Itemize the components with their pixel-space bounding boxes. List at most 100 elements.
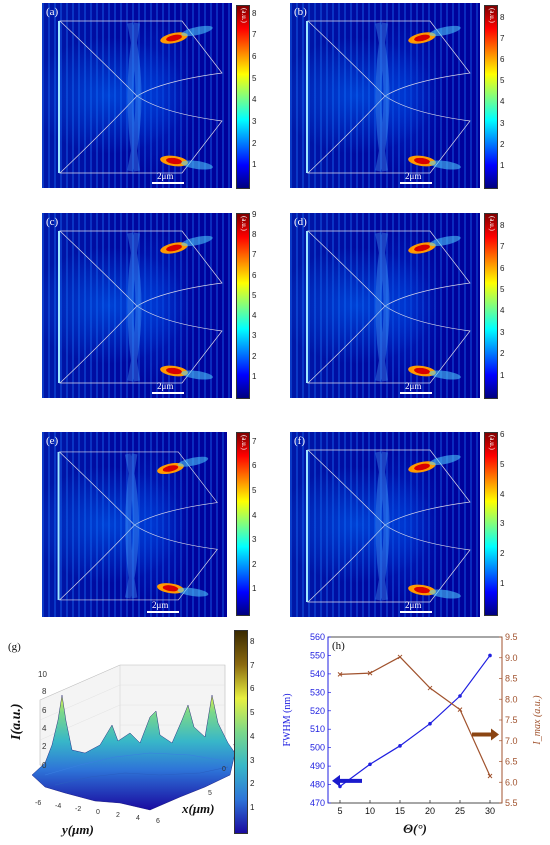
x-axis-label: Θ(°) bbox=[403, 821, 427, 836]
y-right-tick-label: 6.0 bbox=[505, 777, 518, 787]
lens-outline bbox=[58, 230, 223, 384]
scale-bar bbox=[152, 392, 184, 394]
colorbar-tick: 7 bbox=[252, 30, 257, 40]
scale-bar bbox=[147, 611, 179, 613]
data-point-imax bbox=[457, 707, 463, 712]
colorbar-unit: (a.u.) bbox=[488, 216, 496, 231]
colorbar-d: (a.u.) bbox=[484, 213, 498, 399]
y-left-axis-label: FWHM (nm) bbox=[282, 693, 293, 746]
y-left-tick-label: 500 bbox=[310, 743, 325, 753]
x-tick-label: 10 bbox=[365, 806, 375, 816]
colorbar-tick: 2 bbox=[252, 138, 257, 148]
y-left-tick-label: 490 bbox=[310, 761, 325, 771]
y-right-tick-label: 6.5 bbox=[505, 757, 518, 767]
colorbar-tick: 3 bbox=[500, 519, 505, 529]
colorbar-tick: 8 bbox=[500, 12, 505, 22]
scale-label: 2μm bbox=[405, 600, 422, 610]
colorbar-tick: 6 bbox=[500, 55, 505, 65]
colorbar-tick: 6 bbox=[252, 270, 257, 280]
colorbar-tick: 7 bbox=[500, 33, 505, 43]
y-tick: -6 bbox=[35, 800, 41, 807]
left-arrow-head bbox=[332, 774, 340, 787]
y-right-tick-label: 7.5 bbox=[505, 715, 518, 725]
chart-h: 5 10 15 20 25 3047048049050051052053054055056… bbox=[282, 632, 543, 836]
scale-label: 2μm bbox=[157, 381, 174, 391]
scale-bar bbox=[400, 611, 432, 613]
x-tick: 0 bbox=[222, 766, 226, 773]
scale-bar bbox=[400, 182, 432, 184]
y-tick: 2 bbox=[116, 812, 120, 819]
colorbar-tick: 1 bbox=[500, 579, 505, 589]
x-axis-label: x(μm) bbox=[181, 801, 215, 816]
y-axis-label: y(μm) bbox=[60, 822, 94, 837]
colorbar-tick: 1 bbox=[250, 803, 255, 813]
lens-outline bbox=[58, 20, 223, 174]
surface-plot: 0 2 4 6 8 10 I(a.u.) -6 -4 -2 0 2 4 6 y(… bbox=[8, 641, 239, 837]
data-point-fwhm bbox=[488, 653, 492, 658]
scale-label: 2μm bbox=[405, 171, 422, 181]
colorbar-tick: 3 bbox=[500, 327, 505, 337]
y-right-tick-label: 8.5 bbox=[505, 674, 518, 684]
lens-outline bbox=[57, 451, 218, 601]
lens-outline bbox=[306, 230, 471, 384]
colorbar-tick: 8 bbox=[252, 230, 257, 240]
panel-g: 0 2 4 6 8 10 I(a.u.) -6 -4 -2 0 2 4 6 y(… bbox=[0, 625, 270, 840]
colorbar-tick: 2 bbox=[252, 559, 257, 569]
data-point-imax bbox=[397, 654, 403, 660]
data-point-fwhm bbox=[368, 762, 372, 767]
colorbar-tick: 6 bbox=[500, 263, 505, 273]
colorbar-tick: 4 bbox=[252, 311, 257, 321]
colorbar-tick: 5 bbox=[500, 76, 505, 86]
field-panel-a: (a) 2μm bbox=[42, 3, 232, 188]
surface-mesh bbox=[31, 694, 236, 811]
colorbar-tick: 3 bbox=[252, 331, 257, 341]
colorbar-tick: 2 bbox=[500, 549, 505, 559]
data-point-imax bbox=[337, 671, 343, 677]
x-tick-label: 30 bbox=[485, 806, 495, 816]
colorbar-f: (a.u.) bbox=[484, 432, 498, 616]
data-point-fwhm bbox=[458, 694, 462, 698]
colorbar-c: (a.u.) bbox=[236, 213, 250, 399]
colorbar-tick: 3 bbox=[500, 118, 505, 128]
colorbar-tick: 4 bbox=[252, 510, 257, 520]
y-left-tick-label: 550 bbox=[310, 650, 325, 660]
colorbar-tick: 3 bbox=[250, 755, 255, 765]
colorbar-tick: 5 bbox=[252, 73, 257, 83]
panel-label: (g) bbox=[8, 641, 21, 653]
data-point-imax bbox=[427, 685, 433, 691]
colorbar-tick: 4 bbox=[500, 306, 505, 316]
colorbar-tick: 9 bbox=[252, 210, 257, 220]
x-tick: 5 bbox=[208, 790, 212, 797]
colorbar-unit: (a.u.) bbox=[488, 8, 496, 23]
colorbar-tick: 4 bbox=[500, 97, 505, 107]
z-tick: 8 bbox=[42, 687, 47, 696]
x-tick-label: 15 bbox=[395, 806, 405, 816]
colorbar-tick: 8 bbox=[500, 220, 505, 230]
scale-label: 2μm bbox=[157, 171, 174, 181]
series-line-left bbox=[339, 655, 491, 787]
colorbar-tick: 8 bbox=[250, 636, 255, 646]
data-point-imax bbox=[487, 773, 493, 779]
plot-frame bbox=[327, 636, 503, 804]
colorbar-tick: 7 bbox=[250, 660, 255, 670]
y-tick: -4 bbox=[55, 803, 61, 810]
colorbar-tick: 5 bbox=[250, 708, 255, 718]
scale-bar bbox=[152, 182, 184, 184]
colorbar-tick: 2 bbox=[500, 139, 505, 149]
scale-bar bbox=[400, 392, 432, 394]
colorbar-tick: 8 bbox=[252, 8, 257, 18]
colorbar-tick: 1 bbox=[252, 584, 257, 594]
y-right-tick-label: 5.5 bbox=[505, 798, 518, 808]
field-panel-d: (d) 2μm bbox=[290, 213, 480, 398]
panel-label: (e) bbox=[46, 435, 59, 447]
y-left-tick-label: 470 bbox=[310, 798, 325, 808]
colorbar-tick: 5 bbox=[252, 290, 257, 300]
panel-label: (f) bbox=[294, 435, 305, 447]
colorbar-tick: 1 bbox=[500, 370, 505, 380]
colorbar-tick: 5 bbox=[500, 459, 505, 469]
colorbar-tick: 5 bbox=[500, 285, 505, 295]
colorbar-tick: 4 bbox=[500, 489, 505, 499]
panel-label: (a) bbox=[46, 6, 59, 18]
colorbar-tick: 4 bbox=[252, 95, 257, 105]
z-tick: 0 bbox=[42, 761, 47, 770]
